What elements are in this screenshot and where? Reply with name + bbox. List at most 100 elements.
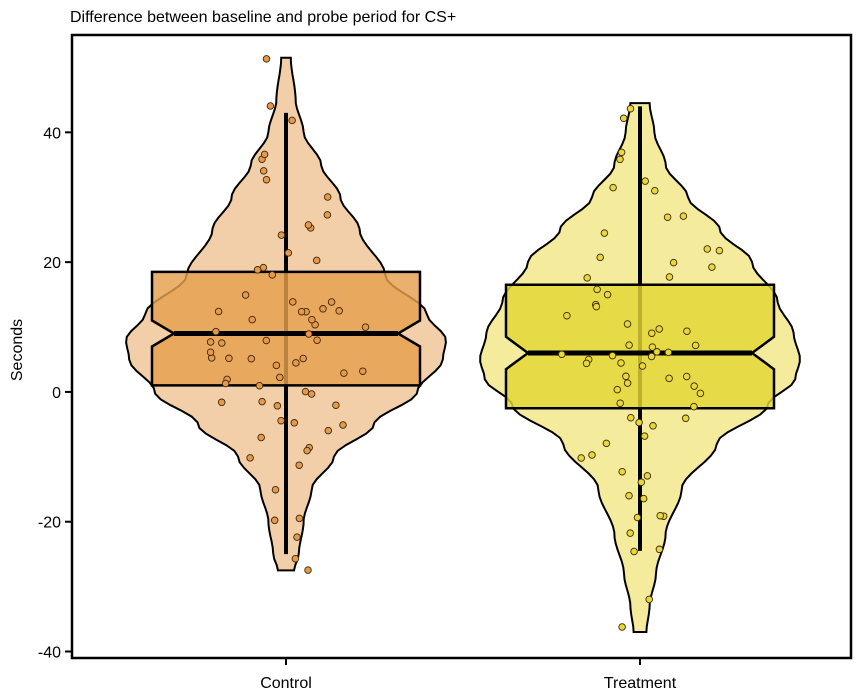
data-point-control: [291, 554, 300, 563]
data-point-treatment: [558, 350, 566, 359]
data-point-control: [241, 291, 250, 299]
data-point-treatment: [690, 402, 698, 411]
data-point-treatment: [681, 414, 690, 423]
data-point-treatment: [623, 320, 632, 328]
data-point-control: [284, 249, 293, 257]
data-point-treatment: [618, 467, 626, 476]
data-point-control: [319, 305, 327, 313]
data-point-control: [257, 433, 265, 442]
data-point-control: [277, 231, 286, 239]
data-point-control: [312, 256, 321, 265]
data-point-control: [339, 421, 347, 429]
data-point-control: [225, 354, 233, 363]
data-point-treatment: [664, 348, 673, 357]
data-point-control: [259, 167, 268, 175]
data-point-treatment: [608, 351, 617, 360]
y-axis-label: Seconds: [9, 319, 26, 381]
data-point-control: [304, 221, 313, 229]
data-point-treatment: [613, 385, 622, 394]
y-tick-label: 40: [43, 125, 61, 142]
data-point-treatment: [625, 341, 633, 349]
data-point-control: [297, 307, 306, 316]
data-point-treatment: [653, 348, 661, 356]
data-point-control: [313, 336, 321, 344]
data-point-control: [361, 323, 370, 331]
y-tick-label: 0: [52, 385, 61, 402]
data-point-treatment: [622, 372, 630, 381]
data-point-control: [335, 307, 343, 315]
data-point-control: [327, 298, 336, 306]
data-point-treatment: [663, 213, 672, 221]
data-point-treatment: [626, 104, 635, 113]
data-point-treatment: [637, 478, 646, 486]
data-point-treatment: [640, 432, 649, 440]
data-point-control: [253, 266, 262, 274]
data-point-treatment: [577, 454, 585, 462]
data-point-treatment: [616, 399, 624, 407]
data-point-treatment: [563, 311, 571, 320]
data-point-treatment: [641, 177, 649, 185]
data-point-treatment: [651, 186, 659, 195]
y-tick-label: 20: [43, 255, 61, 272]
data-point-treatment: [669, 258, 678, 267]
x-tick-label: Control: [260, 675, 312, 692]
data-point-control: [260, 150, 269, 159]
data-point-control: [206, 338, 215, 346]
data-point-treatment: [708, 263, 716, 271]
data-point-treatment: [633, 513, 642, 522]
data-point-control: [289, 298, 297, 306]
data-point-control: [271, 485, 280, 494]
data-point-control: [258, 397, 266, 406]
data-point-treatment: [618, 623, 626, 631]
data-point-control: [303, 446, 311, 455]
data-point-treatment: [596, 253, 604, 262]
data-point-control: [332, 401, 340, 409]
data-point-control: [217, 398, 226, 407]
data-point-control: [212, 327, 220, 336]
data-point-control: [295, 461, 303, 469]
data-point-control: [262, 336, 271, 345]
data-point-control: [288, 116, 296, 125]
data-point-control: [262, 175, 271, 184]
data-point-control: [359, 367, 367, 375]
data-point-control: [255, 381, 264, 390]
data-point-treatment: [616, 155, 624, 164]
data-point-treatment: [655, 545, 664, 554]
data-point-treatment: [682, 372, 691, 381]
data-point-treatment: [639, 494, 648, 503]
data-point-control: [247, 354, 256, 363]
data-point-control: [262, 55, 271, 63]
axes: -40 -20 0 20 40 Control Treatment: [38, 125, 677, 692]
data-point-control: [248, 315, 256, 324]
data-point-treatment: [582, 359, 591, 368]
data-point-treatment: [609, 183, 617, 192]
data-point-control: [272, 361, 281, 370]
data-point-treatment: [648, 343, 657, 351]
data-point-treatment: [690, 382, 698, 390]
data-point-control: [246, 454, 254, 462]
data-point-treatment: [603, 290, 612, 299]
data-point-treatment: [588, 451, 596, 459]
data-point-control: [292, 359, 300, 367]
data-point-control: [307, 390, 316, 398]
chart-title: Difference between baseline and probe pe…: [70, 9, 456, 26]
y-tick-label: -20: [38, 515, 61, 532]
data-point-control: [323, 193, 332, 201]
data-point-control: [290, 419, 299, 427]
data-point-control: [268, 271, 277, 279]
data-point-treatment: [617, 359, 625, 367]
data-point-control: [324, 426, 333, 435]
data-point-treatment: [655, 325, 663, 333]
data-point-control: [304, 566, 312, 574]
data-point-control: [273, 402, 282, 410]
data-point-control: [214, 307, 223, 316]
data-point-treatment: [638, 362, 647, 370]
data-point-control: [293, 533, 301, 541]
data-point-treatment: [649, 422, 657, 430]
data-point-treatment: [592, 302, 601, 311]
data-point-treatment: [703, 245, 712, 253]
box-treatment: [504, 283, 776, 410]
data-point-treatment: [635, 418, 643, 427]
data-point-control: [295, 514, 304, 523]
